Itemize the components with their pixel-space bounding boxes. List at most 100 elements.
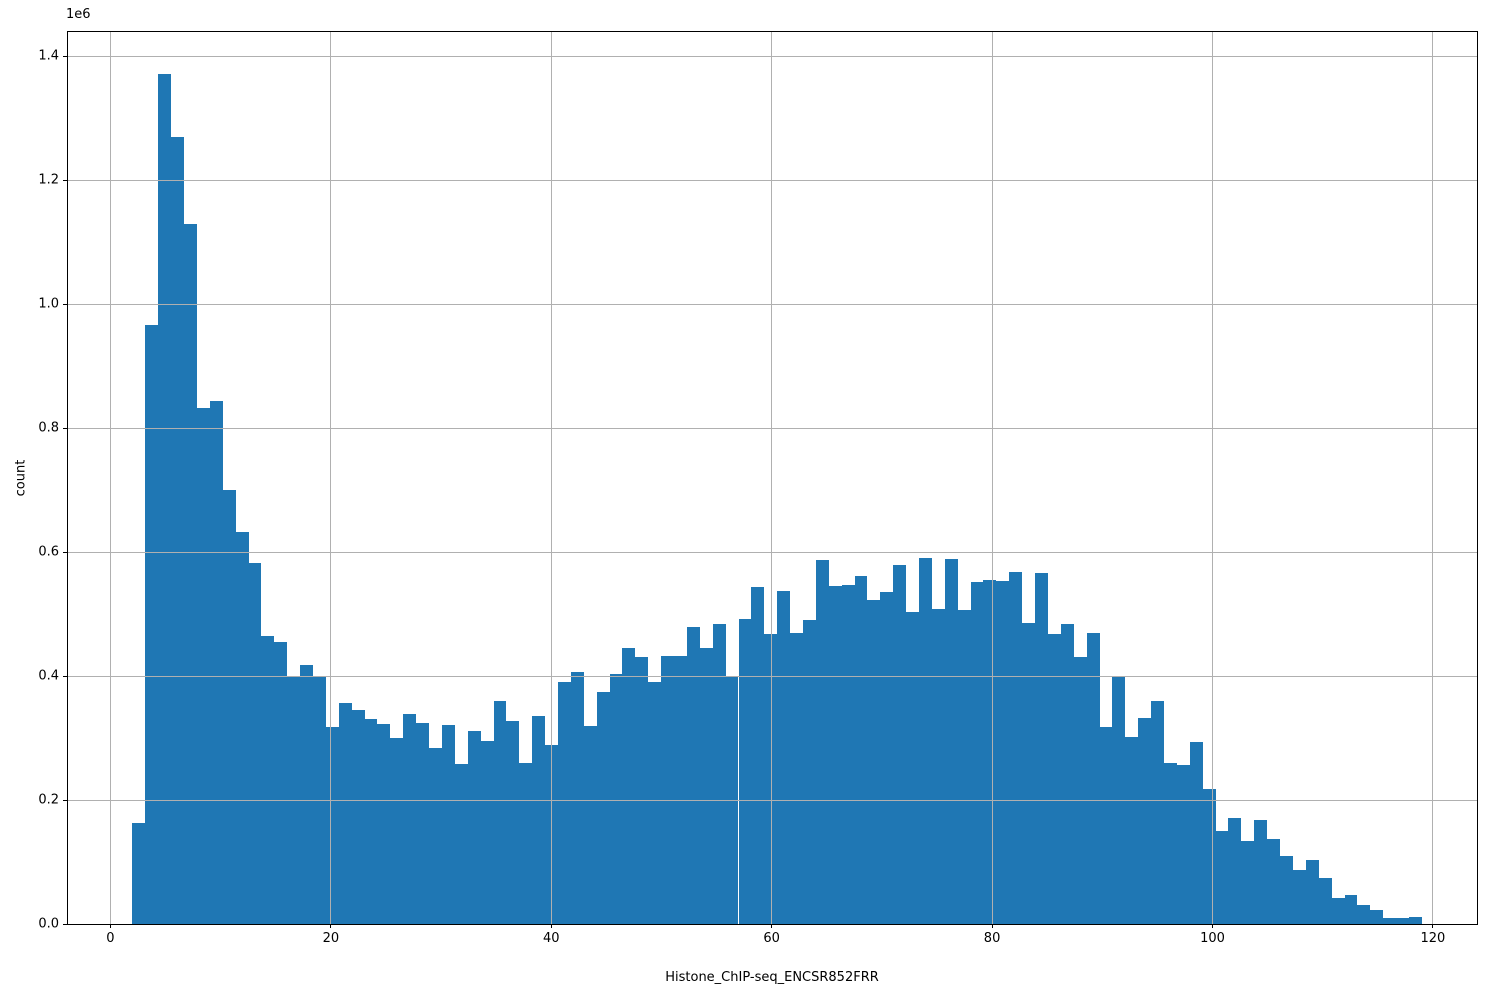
histogram-bar [390,738,404,924]
histogram-bar [622,647,636,924]
histogram-bar [983,579,997,924]
histogram-bar [467,731,481,924]
vertical-gridline [330,32,332,924]
histogram-bar [519,762,533,924]
y-tick-mark [63,427,67,429]
x-tick-label: 20 [322,931,340,946]
histogram-bar [802,620,816,924]
histogram-bar [506,720,520,924]
histogram-bar [686,627,700,924]
x-tick-label: 80 [983,931,1001,946]
histogram-bar [1267,839,1281,924]
histogram-bar [648,681,662,924]
x-tick-mark [771,924,773,928]
histogram-bar [1202,789,1216,924]
horizontal-gridline [68,179,1477,181]
horizontal-gridline [68,551,1477,553]
histogram-bar [1331,897,1345,924]
histogram-bar [1125,736,1139,924]
histogram-bar [777,590,791,924]
y-tick-mark [63,179,67,181]
histogram-bar [570,671,584,924]
histogram-bar [338,703,352,924]
histogram-bar [635,657,649,924]
histogram-bar [790,633,803,924]
histogram-bar [867,599,881,924]
horizontal-gridline [68,923,1477,924]
histogram-bar [429,747,442,924]
histogram-bar [1292,870,1306,924]
y-axis-label: count [13,459,29,497]
histogram-bar [325,726,339,924]
histogram-bar [1228,818,1242,924]
histogram-bar [841,584,855,924]
histogram-bar [699,647,713,924]
histogram-bar [1254,819,1268,924]
vertical-gridline [109,32,111,924]
histogram-bar [764,633,778,924]
vertical-gridline [991,32,993,924]
y-tick-label: 0.8 [38,420,59,436]
histogram-bar [261,635,275,924]
histogram-bar [1370,909,1384,924]
histogram-bar [351,710,365,924]
x-tick-mark [330,924,332,928]
x-axis-label: Histone_ChIP-seq_ENCSR852FRR [665,970,879,985]
histogram-bar [171,136,185,924]
histogram-bar [209,401,223,924]
y-axis-offset-label: 1e6 [66,7,91,22]
histogram-bar [196,407,210,924]
histogram-bar [1073,657,1087,924]
plot-area [67,31,1478,925]
histogram-bar [454,764,468,924]
histogram-bar [274,641,288,924]
histogram-bar [1318,878,1332,924]
histogram-bar [596,692,610,924]
histogram-bar [906,611,920,924]
vertical-gridline [771,32,773,924]
y-tick-label: 1.0 [38,296,59,312]
vertical-gridline [1212,32,1213,924]
histogram-bar [235,531,249,924]
x-tick-mark [109,924,111,928]
histogram-bar [661,656,675,924]
y-tick-mark [63,923,67,925]
horizontal-gridline [68,675,1477,677]
vertical-gridline [1432,32,1434,924]
histogram-bar [1409,916,1422,924]
histogram-bar [1086,633,1100,924]
horizontal-gridline [68,799,1477,801]
histogram-bar [1138,717,1152,924]
histogram-bar [1009,571,1023,924]
histogram-bar [532,715,546,924]
histogram-bar [893,565,907,924]
histogram-bar [1280,856,1293,924]
histogram-bar [480,740,494,924]
histogram-bar [403,713,417,924]
histogram-bar [145,324,159,924]
histogram-bar [1305,860,1319,924]
histogram-bar [493,700,507,924]
y-tick-label: 0.6 [38,544,59,560]
histogram-bar [1047,633,1061,924]
x-tick-label: 60 [763,931,780,946]
histogram-bar [957,610,971,924]
y-tick-mark [63,551,67,553]
histogram-bar [312,677,326,924]
histogram-bar [1396,918,1409,924]
histogram-bar [1164,762,1177,924]
y-tick-label: 1.2 [38,172,59,188]
histogram-bar [674,656,687,924]
x-tick-mark [550,924,552,928]
y-tick-mark [63,303,67,305]
histogram-bar [1035,572,1048,924]
histogram-bar [1357,905,1371,924]
histogram-bar [158,73,172,924]
histogram-bar [184,223,197,924]
histogram-bar [377,723,391,924]
histogram-bar [441,725,455,924]
histogram-bar [1060,623,1074,924]
x-tick-mark [1212,924,1213,928]
x-tick-label: 100 [1200,931,1225,946]
histogram-bar [248,563,262,924]
